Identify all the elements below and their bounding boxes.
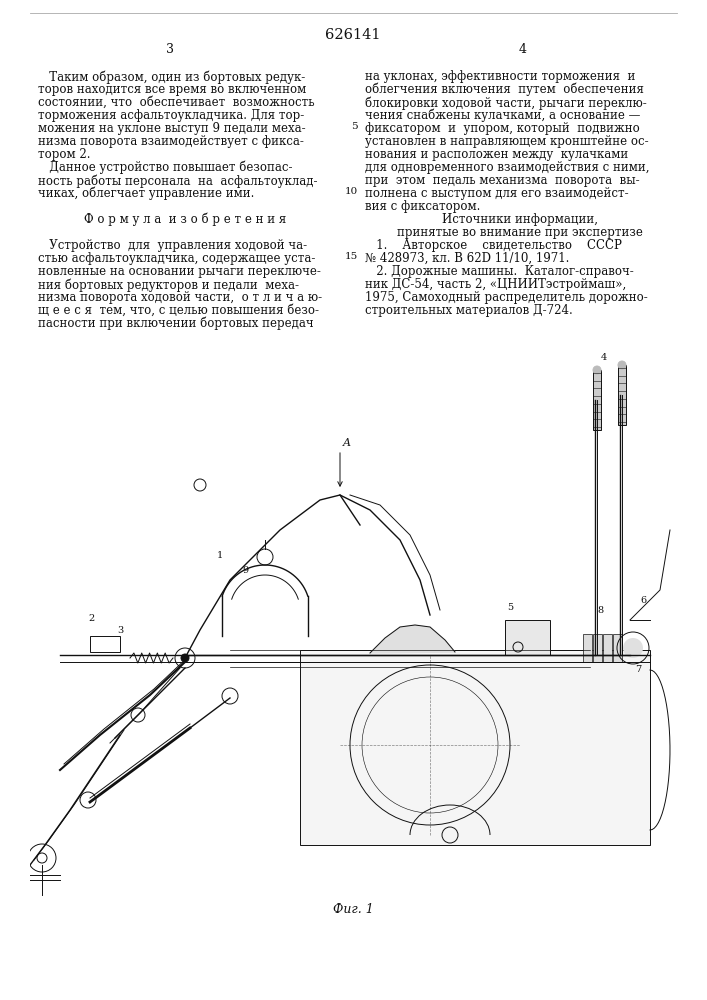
Text: Данное устройство повышает безопас-: Данное устройство повышает безопас-: [38, 161, 293, 174]
Bar: [613, 634, 622, 662]
Text: облегчения включения  путем  обеспечения: облегчения включения путем обеспечения: [365, 83, 644, 97]
Text: торов находится все время во включенном: торов находится все время во включенном: [38, 83, 306, 96]
Bar: [618, 365, 626, 425]
Text: 1.    Авторское    свидетельство    СССР: 1. Авторское свидетельство СССР: [365, 239, 622, 252]
Text: новленные на основании рычаги переключе-: новленные на основании рычаги переключе-: [38, 265, 321, 278]
Text: для одновременного взаимодействия с ними,: для одновременного взаимодействия с ними…: [365, 161, 650, 174]
Bar: [593, 370, 601, 430]
Text: 1: 1: [217, 551, 223, 560]
Text: чения снабжены кулачками, а основание —: чения снабжены кулачками, а основание —: [365, 109, 641, 122]
Text: ник ДС-54, часть 2, «ЦНИИТэстроймаш»,: ник ДС-54, часть 2, «ЦНИИТэстроймаш»,: [365, 278, 626, 291]
Polygon shape: [370, 625, 455, 653]
Bar: [583, 634, 592, 662]
Text: блокировки ходовой части, рычаги переклю-: блокировки ходовой части, рычаги переклю…: [365, 96, 647, 109]
Text: A: A: [343, 438, 351, 448]
Text: установлен в направляющем кронштейне ос-: установлен в направляющем кронштейне ос-: [365, 135, 648, 148]
Text: при  этом  педаль механизма  поворота  вы-: при этом педаль механизма поворота вы-: [365, 174, 640, 187]
Text: 15: 15: [345, 252, 358, 261]
Text: 9: 9: [242, 566, 248, 575]
Bar: [603, 634, 612, 662]
Text: вия с фиксатором.: вия с фиксатором.: [365, 200, 480, 213]
Text: Ф о р м у л а  и з о б р е т е н и я: Ф о р м у л а и з о б р е т е н и я: [84, 213, 286, 227]
Text: 8: 8: [597, 606, 603, 615]
Bar: [593, 634, 602, 662]
Text: торможения асфальтоукладчика. Для тор-: торможения асфальтоукладчика. Для тор-: [38, 109, 304, 122]
Text: 10: 10: [345, 187, 358, 196]
Text: нования и расположен между  кулачками: нования и расположен между кулачками: [365, 148, 629, 161]
Text: 7: 7: [635, 665, 641, 674]
Text: пасности при включении бортовых передач: пасности при включении бортовых передач: [38, 317, 314, 330]
Text: 3: 3: [166, 43, 174, 56]
Text: 2: 2: [88, 614, 94, 623]
Text: полнена с выступом для его взаимодейст-: полнена с выступом для его взаимодейст-: [365, 187, 629, 200]
Bar: [90, 636, 120, 652]
Text: состоянии, что  обеспечивает  возможность: состоянии, что обеспечивает возможность: [38, 96, 315, 109]
Text: 626141: 626141: [325, 28, 381, 42]
Text: Источники информации,: Источники информации,: [442, 213, 598, 226]
Circle shape: [623, 638, 643, 658]
Text: низма поворота взаимодействует с фикса-: низма поворота взаимодействует с фикса-: [38, 135, 304, 148]
Text: 5: 5: [351, 122, 358, 131]
Text: щ е е с я  тем, что, с целью повышения безо-: щ е е с я тем, что, с целью повышения бе…: [38, 304, 319, 317]
Text: 4: 4: [601, 353, 607, 362]
Text: Устройство  для  управления ходовой ча-: Устройство для управления ходовой ча-: [38, 239, 307, 252]
Circle shape: [593, 366, 601, 374]
Bar: [505, 620, 550, 655]
Text: 6: 6: [640, 596, 646, 605]
Text: на уклонах, эффективности торможения  и: на уклонах, эффективности торможения и: [365, 70, 636, 83]
Text: ния бортовых редукторов и педали  меха-: ния бортовых редукторов и педали меха-: [38, 278, 299, 292]
Text: чиках, облегчает управление ими.: чиках, облегчает управление ими.: [38, 187, 255, 200]
Text: 5: 5: [507, 603, 513, 612]
Text: строительных материалов Д-724.: строительных материалов Д-724.: [365, 304, 573, 317]
Text: Таким образом, один из бортовых редук-: Таким образом, один из бортовых редук-: [38, 70, 305, 84]
Text: тором 2.: тором 2.: [38, 148, 90, 161]
Text: низма поворота ходовой части,  о т л и ч а ю-: низма поворота ходовой части, о т л и ч …: [38, 291, 322, 304]
Circle shape: [181, 654, 189, 662]
Text: 2. Дорожные машины.  Каталог-справоч-: 2. Дорожные машины. Каталог-справоч-: [365, 265, 633, 278]
Bar: [300, 650, 650, 845]
Text: 1975, Самоходный распределитель дорожно-: 1975, Самоходный распределитель дорожно-: [365, 291, 648, 304]
Text: 3: 3: [117, 626, 123, 635]
Text: Фиг. 1: Фиг. 1: [332, 903, 373, 916]
Text: принятые во внимание при экспертизе: принятые во внимание при экспертизе: [397, 226, 643, 239]
Text: ность работы персонала  на  асфальтоуклад-: ность работы персонала на асфальтоуклад-: [38, 174, 317, 188]
Text: 4: 4: [519, 43, 527, 56]
Text: можения на уклоне выступ 9 педали меха-: можения на уклоне выступ 9 педали меха-: [38, 122, 305, 135]
Text: фиксатором  и  упором, который  подвижно: фиксатором и упором, который подвижно: [365, 122, 640, 135]
Text: стью асфальтоукладчика, содержащее уста-: стью асфальтоукладчика, содержащее уста-: [38, 252, 315, 265]
Circle shape: [618, 361, 626, 369]
Text: № 428973, кл. В 62D 11/10, 1971.: № 428973, кл. В 62D 11/10, 1971.: [365, 252, 569, 265]
